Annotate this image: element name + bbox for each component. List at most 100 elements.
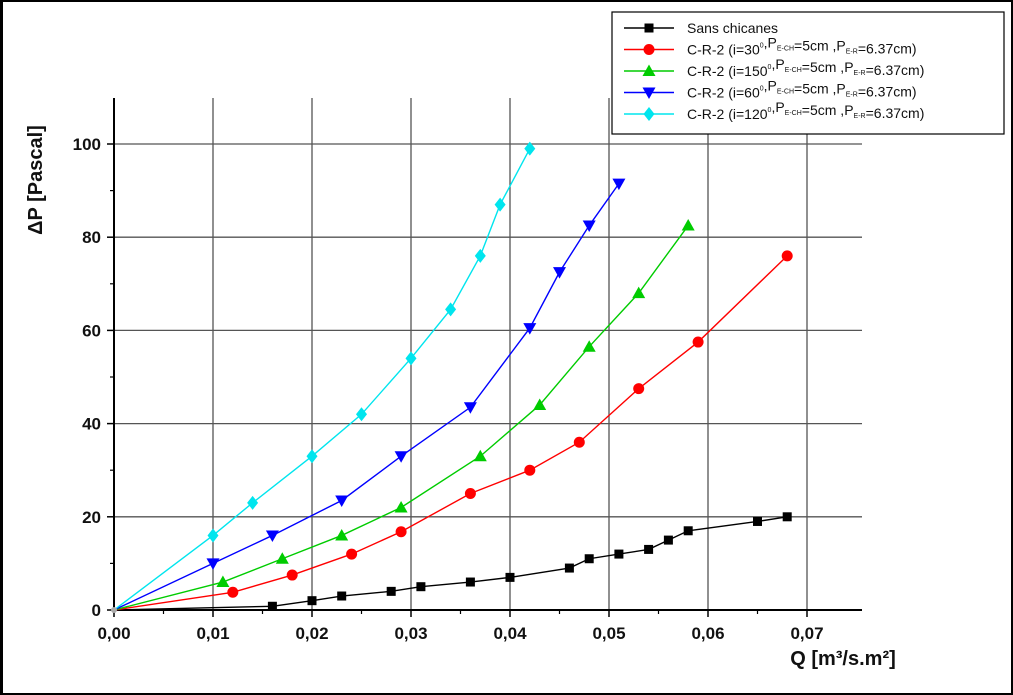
- legend-entry: C-R-2 (i=1200,PE-CH=5cm ,PE-R=6.37cm): [624, 99, 924, 122]
- legend-subscript: E-R: [854, 113, 866, 120]
- y-tick-label: 100: [73, 135, 101, 154]
- data-point: [612, 178, 626, 191]
- data-point: [681, 219, 695, 231]
- series-4: [113, 178, 626, 611]
- data-point: [523, 323, 537, 335]
- data-point: [464, 488, 476, 499]
- legend-text-part: ,P: [764, 78, 777, 94]
- legend-entry: Sans chicanes: [624, 20, 778, 36]
- data-point: [286, 569, 298, 581]
- legend-marker: [644, 23, 654, 33]
- legend-superscript: 0: [768, 64, 772, 71]
- legend-subscript: E-CH: [777, 46, 794, 53]
- legend-text-part: C-R-2 (i=60: [687, 85, 760, 101]
- data-point: [683, 526, 693, 536]
- x-tick-label: 0,01: [196, 624, 229, 643]
- series-group: [111, 141, 793, 613]
- series-line: [113, 148, 531, 611]
- legend-marker: [643, 44, 655, 55]
- x-tick-label: 0,04: [493, 624, 527, 643]
- y-tick-label: 0: [92, 601, 101, 620]
- data-point: [633, 383, 645, 395]
- axes: [113, 98, 862, 611]
- data-point: [463, 402, 477, 414]
- y-tick-label: 40: [82, 415, 101, 434]
- data-point: [394, 451, 408, 463]
- series-3: [113, 219, 695, 611]
- data-point: [782, 512, 792, 522]
- legend-text-part: =5cm ,P: [794, 81, 846, 97]
- legend-text-part: =5cm ,P: [802, 102, 854, 118]
- legend-text-part: =6.37cm): [866, 62, 925, 78]
- legend-text-part: =6.37cm): [858, 41, 917, 57]
- ticks: 0,00 0,01 0,02 0,03 0,04 0,05 0,06 0,07 0 20 40 60 8…: [73, 135, 824, 643]
- series-line: [113, 183, 620, 611]
- data-point: [394, 500, 408, 513]
- data-point: [584, 554, 594, 564]
- data-point: [307, 596, 317, 606]
- y-tick-label: 80: [82, 228, 101, 247]
- x-tick-label: 0,05: [592, 624, 625, 643]
- data-point: [306, 449, 318, 464]
- data-point: [644, 544, 654, 554]
- series-2: [113, 250, 793, 611]
- data-point: [564, 563, 574, 573]
- legend-subscript: E-R: [854, 70, 866, 77]
- legend-superscript: 0: [760, 43, 764, 50]
- data-point: [663, 535, 673, 545]
- legend-label: C-R-2 (i=600,PE-CH=5cm ,PE-R=6.37cm): [687, 78, 917, 101]
- legend-entry: C-R-2 (i=600,PE-CH=5cm ,PE-R=6.37cm): [624, 78, 917, 101]
- x-axis-title: Q [m³/s.m²]: [790, 648, 896, 670]
- data-point: [356, 407, 367, 422]
- x-tick-label: 0,00: [97, 624, 130, 643]
- data-point: [247, 495, 259, 510]
- data-point: [416, 582, 426, 592]
- series-line: [113, 225, 689, 611]
- y-axis-title: ΔP [Pascal]: [25, 125, 47, 235]
- data-point: [692, 336, 704, 348]
- data-point: [335, 495, 349, 507]
- data-point: [524, 464, 536, 476]
- grid: [114, 98, 862, 610]
- data-point: [582, 220, 596, 233]
- data-point: [524, 141, 536, 156]
- series-line: [113, 516, 788, 611]
- legend-marker: [642, 87, 656, 99]
- origin-point: [111, 607, 117, 613]
- x-tick-label: 0,06: [691, 624, 724, 643]
- data-point: [405, 351, 417, 366]
- legend-text-part: =6.37cm): [866, 105, 925, 121]
- data-point: [582, 340, 596, 352]
- x-tick-label: 0,03: [394, 624, 427, 643]
- x-tick-label: 0,07: [790, 624, 823, 643]
- legend-text-part: =5cm ,P: [794, 38, 846, 54]
- data-point: [573, 436, 585, 448]
- data-point: [533, 398, 547, 410]
- data-point: [207, 528, 219, 543]
- data-point: [505, 572, 515, 582]
- data-point: [474, 248, 486, 263]
- legend-marker: [642, 64, 656, 76]
- data-point: [445, 302, 457, 317]
- legend-entry: C-R-2 (i=1500,PE-CH=5cm ,PE-R=6.37cm): [624, 56, 924, 79]
- legend-superscript: 0: [760, 86, 764, 93]
- data-point: [337, 591, 347, 601]
- series-1: [113, 512, 792, 611]
- legend-subscript: E-CH: [777, 89, 794, 96]
- legend-text-part: ,P: [771, 99, 784, 115]
- data-point: [781, 250, 793, 262]
- legend-label: C-R-2 (i=300,PE-CH=5cm ,PE-R=6.37cm): [687, 35, 917, 58]
- legend-subscript: E-CH: [785, 110, 802, 117]
- legend-text-part: ,P: [764, 35, 777, 51]
- data-point: [395, 526, 407, 538]
- legend-subscript: E-CH: [785, 67, 802, 74]
- data-point: [386, 586, 396, 596]
- legend-text-part: ,P: [771, 56, 784, 72]
- y-tick-label: 20: [82, 508, 101, 527]
- data-point: [346, 548, 358, 560]
- legend-text-part: =5cm ,P: [802, 59, 854, 75]
- data-point: [465, 577, 475, 587]
- data-point: [335, 528, 349, 541]
